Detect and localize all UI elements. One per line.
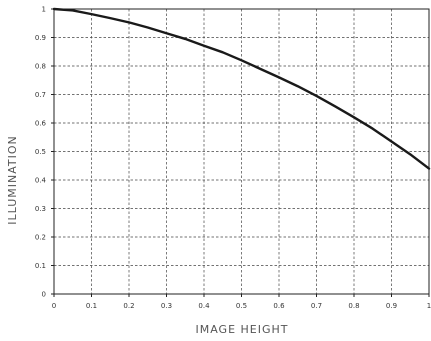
x-tick-label: 0 bbox=[52, 302, 56, 310]
x-axis-title: IMAGE HEIGHT bbox=[195, 323, 288, 336]
y-axis-title: ILLUMINATION bbox=[6, 135, 19, 225]
x-tick-label: 0.8 bbox=[348, 302, 359, 310]
x-tick-label: 1 bbox=[427, 302, 431, 310]
y-tick-label: 0.2 bbox=[35, 234, 46, 242]
grid-lines bbox=[54, 9, 429, 294]
y-tick-label: 0.6 bbox=[35, 120, 47, 128]
y-tick-label: 0.3 bbox=[35, 205, 46, 213]
x-tick-label: 0.4 bbox=[198, 302, 210, 310]
x-tick-labels: 0 0.1 0.2 0.3 0.4 0.5 0.6 0.7 0.8 0.9 1 bbox=[52, 302, 431, 310]
y-tick-label: 1 bbox=[42, 6, 46, 14]
y-tick-label: 0.9 bbox=[35, 34, 46, 42]
y-tick-label: 0.7 bbox=[35, 91, 46, 99]
y-tick-labels: 0 0.1 0.2 0.3 0.4 0.5 0.6 0.7 0.8 0.9 1 bbox=[35, 6, 47, 299]
axis-ticks bbox=[51, 8, 430, 297]
y-tick-label: 0 bbox=[42, 291, 46, 299]
x-tick-label: 0.2 bbox=[123, 302, 134, 310]
series-layer bbox=[52, 7, 431, 170]
series-line-0 bbox=[52, 7, 431, 170]
x-tick-label: 0.9 bbox=[386, 302, 397, 310]
x-tick-label: 0.5 bbox=[236, 302, 247, 310]
y-tick-label: 0.5 bbox=[35, 148, 46, 156]
y-tick-label: 0.1 bbox=[35, 262, 46, 270]
x-tick-label: 0.3 bbox=[161, 302, 172, 310]
y-tick-label: 0.4 bbox=[35, 177, 47, 185]
x-tick-label: 0.6 bbox=[273, 302, 285, 310]
y-tick-label: 0.8 bbox=[35, 63, 46, 71]
x-tick-label: 0.7 bbox=[311, 302, 322, 310]
x-tick-label: 0.1 bbox=[86, 302, 97, 310]
